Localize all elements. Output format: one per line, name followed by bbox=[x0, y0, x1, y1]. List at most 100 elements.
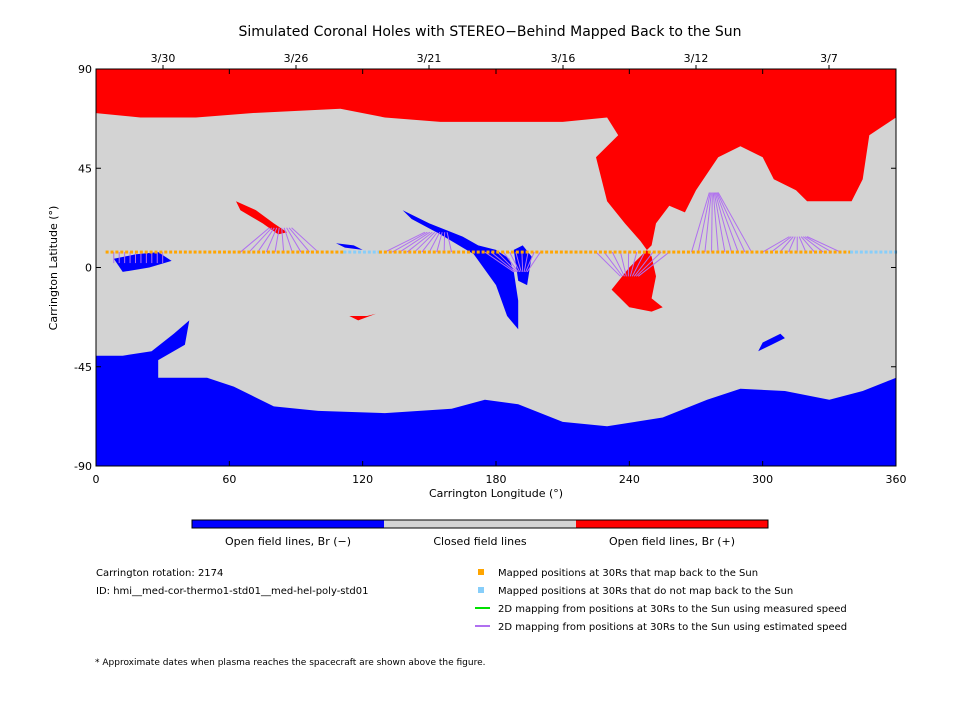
mapped-position-mapped bbox=[496, 250, 500, 254]
mapped-position-mapped bbox=[203, 250, 207, 254]
top-date-axis: 3/30 3/26 3/21 3/16 3/12 3/7 bbox=[151, 52, 838, 69]
colorbar-frame bbox=[191, 519, 769, 529]
mapped-position-unmapped bbox=[358, 250, 362, 254]
mapped-position-mapped bbox=[843, 250, 847, 254]
mapped-position-mapped bbox=[779, 250, 783, 254]
mapped-position-mapped bbox=[696, 250, 700, 254]
mapped-position-mapped bbox=[794, 250, 798, 254]
mapped-position-mapped bbox=[814, 250, 818, 254]
mapping-line-estimated bbox=[800, 236, 815, 253]
south-polar-coronal-hole bbox=[96, 320, 896, 466]
mapped-position-mapped bbox=[301, 250, 305, 254]
mapped-position-mapped bbox=[198, 250, 202, 254]
mapped-position-mapped bbox=[520, 250, 524, 254]
mapping-line-estimated bbox=[265, 227, 278, 253]
mapping-line-estimated bbox=[704, 192, 712, 253]
mapped-position-mapped bbox=[765, 250, 769, 254]
mapped-position-mapped bbox=[603, 250, 607, 254]
mapped-position-mapped bbox=[183, 250, 187, 254]
mapped-position-unmapped bbox=[879, 250, 883, 254]
mapped-position-mapped bbox=[262, 250, 266, 254]
mapped-position-mapped bbox=[398, 250, 402, 254]
mapping-line-estimated bbox=[635, 251, 662, 277]
legend-estimated-label: 2D mapping from positions at 30Rs to the… bbox=[498, 622, 847, 633]
mapped-position-mapped bbox=[418, 250, 422, 254]
mapped-position-mapped bbox=[589, 250, 593, 254]
coronal-hole-negative bbox=[336, 243, 363, 250]
mapping-line-estimated bbox=[779, 236, 794, 253]
mapped-position-mapped bbox=[110, 250, 114, 254]
mapped-position-mapped bbox=[657, 250, 661, 254]
mapped-position-mapped bbox=[208, 250, 212, 254]
mapped-position-mapped bbox=[144, 250, 148, 254]
x-axis: 0 60 120 180 240 300 360 bbox=[93, 69, 907, 486]
mapped-position-mapped bbox=[510, 250, 514, 254]
mapped-position-mapped bbox=[828, 250, 832, 254]
y-tick-label: -90 bbox=[74, 460, 92, 473]
mapping-line-estimated bbox=[611, 251, 625, 277]
mapped-position-mapped bbox=[667, 250, 671, 254]
mapping-line-estimated bbox=[283, 227, 293, 253]
mapped-position-mapped bbox=[291, 250, 295, 254]
colorbar-label-positive: Open field lines, Br (+) bbox=[609, 535, 735, 548]
mapping-line-estimated bbox=[697, 192, 711, 253]
x-tick-label: 300 bbox=[752, 473, 773, 486]
mapped-position-mapped bbox=[378, 250, 382, 254]
y-tick-label: 0 bbox=[85, 262, 92, 275]
mapping-line-estimated bbox=[496, 251, 518, 273]
mapped-position-mapped bbox=[237, 250, 241, 254]
mapping-line-estimated bbox=[521, 252, 524, 272]
mapping-line-estimated bbox=[240, 227, 270, 253]
mapped-position-mapped bbox=[515, 250, 519, 254]
mapping-line-estimated bbox=[802, 236, 824, 253]
top-date-label: 3/21 bbox=[417, 52, 442, 65]
mapped-position-unmapped bbox=[884, 250, 888, 254]
mapping-line-estimated bbox=[406, 231, 433, 253]
mapped-position-mapped bbox=[554, 250, 558, 254]
mapped-position-mapped bbox=[545, 250, 549, 254]
mapped-position-mapped bbox=[662, 250, 666, 254]
mapped-position-mapped bbox=[315, 250, 319, 254]
x-axis-label: Carrington Longitude (°) bbox=[429, 487, 563, 500]
mapping-line-estimated bbox=[281, 227, 285, 253]
mapping-line-estimated bbox=[526, 251, 541, 273]
mapping-line-estimated bbox=[509, 251, 521, 273]
x-tick-label: 60 bbox=[222, 473, 236, 486]
top-date-label: 3/7 bbox=[820, 52, 838, 65]
mapped-position-mapped bbox=[735, 250, 739, 254]
mapped-position-mapped bbox=[164, 250, 168, 254]
mapped-position-mapped bbox=[457, 250, 461, 254]
mapped-position-mapped bbox=[266, 250, 270, 254]
mapped-position-mapped bbox=[706, 250, 710, 254]
mapped-position-mapped bbox=[476, 250, 480, 254]
mapped-position-mapped bbox=[686, 250, 690, 254]
mapped-position-mapped bbox=[745, 250, 749, 254]
legend-mapped-label: Mapped positions at 30Rs that map back t… bbox=[498, 568, 758, 579]
mapping-line-estimated bbox=[633, 251, 654, 277]
mapped-position-mapped bbox=[325, 250, 329, 254]
legend-mapped-marker bbox=[478, 569, 484, 575]
legend-unmapped-label: Mapped positions at 30Rs that do not map… bbox=[498, 586, 793, 597]
mapped-position-mapped bbox=[740, 250, 744, 254]
colorbar-label-negative: Open field lines, Br (−) bbox=[225, 535, 351, 548]
mapping-line-estimated bbox=[286, 227, 302, 253]
mapped-position-mapped bbox=[608, 250, 612, 254]
mapping-line-estimated bbox=[619, 251, 627, 277]
mapped-position-mapped bbox=[535, 250, 539, 254]
mapped-position-mapped bbox=[388, 250, 392, 254]
mapped-position-mapped bbox=[408, 250, 412, 254]
mapped-position-mapped bbox=[647, 250, 651, 254]
mapped-position-unmapped bbox=[859, 250, 863, 254]
mapped-position-mapped bbox=[530, 250, 534, 254]
mapped-position-mapped bbox=[672, 250, 676, 254]
mapped-position-mapped bbox=[115, 250, 119, 254]
mapped-position-mapped bbox=[154, 250, 158, 254]
mapped-position-mapped bbox=[848, 250, 852, 254]
mapping-line-estimated bbox=[637, 251, 670, 277]
mapped-position-mapped bbox=[257, 250, 261, 254]
mapped-position-mapped bbox=[525, 250, 529, 254]
mapped-position-mapped bbox=[320, 250, 324, 254]
mapped-position-mapped bbox=[818, 250, 822, 254]
colorbar: Open field lines, Br (−) Closed field li… bbox=[191, 519, 769, 548]
